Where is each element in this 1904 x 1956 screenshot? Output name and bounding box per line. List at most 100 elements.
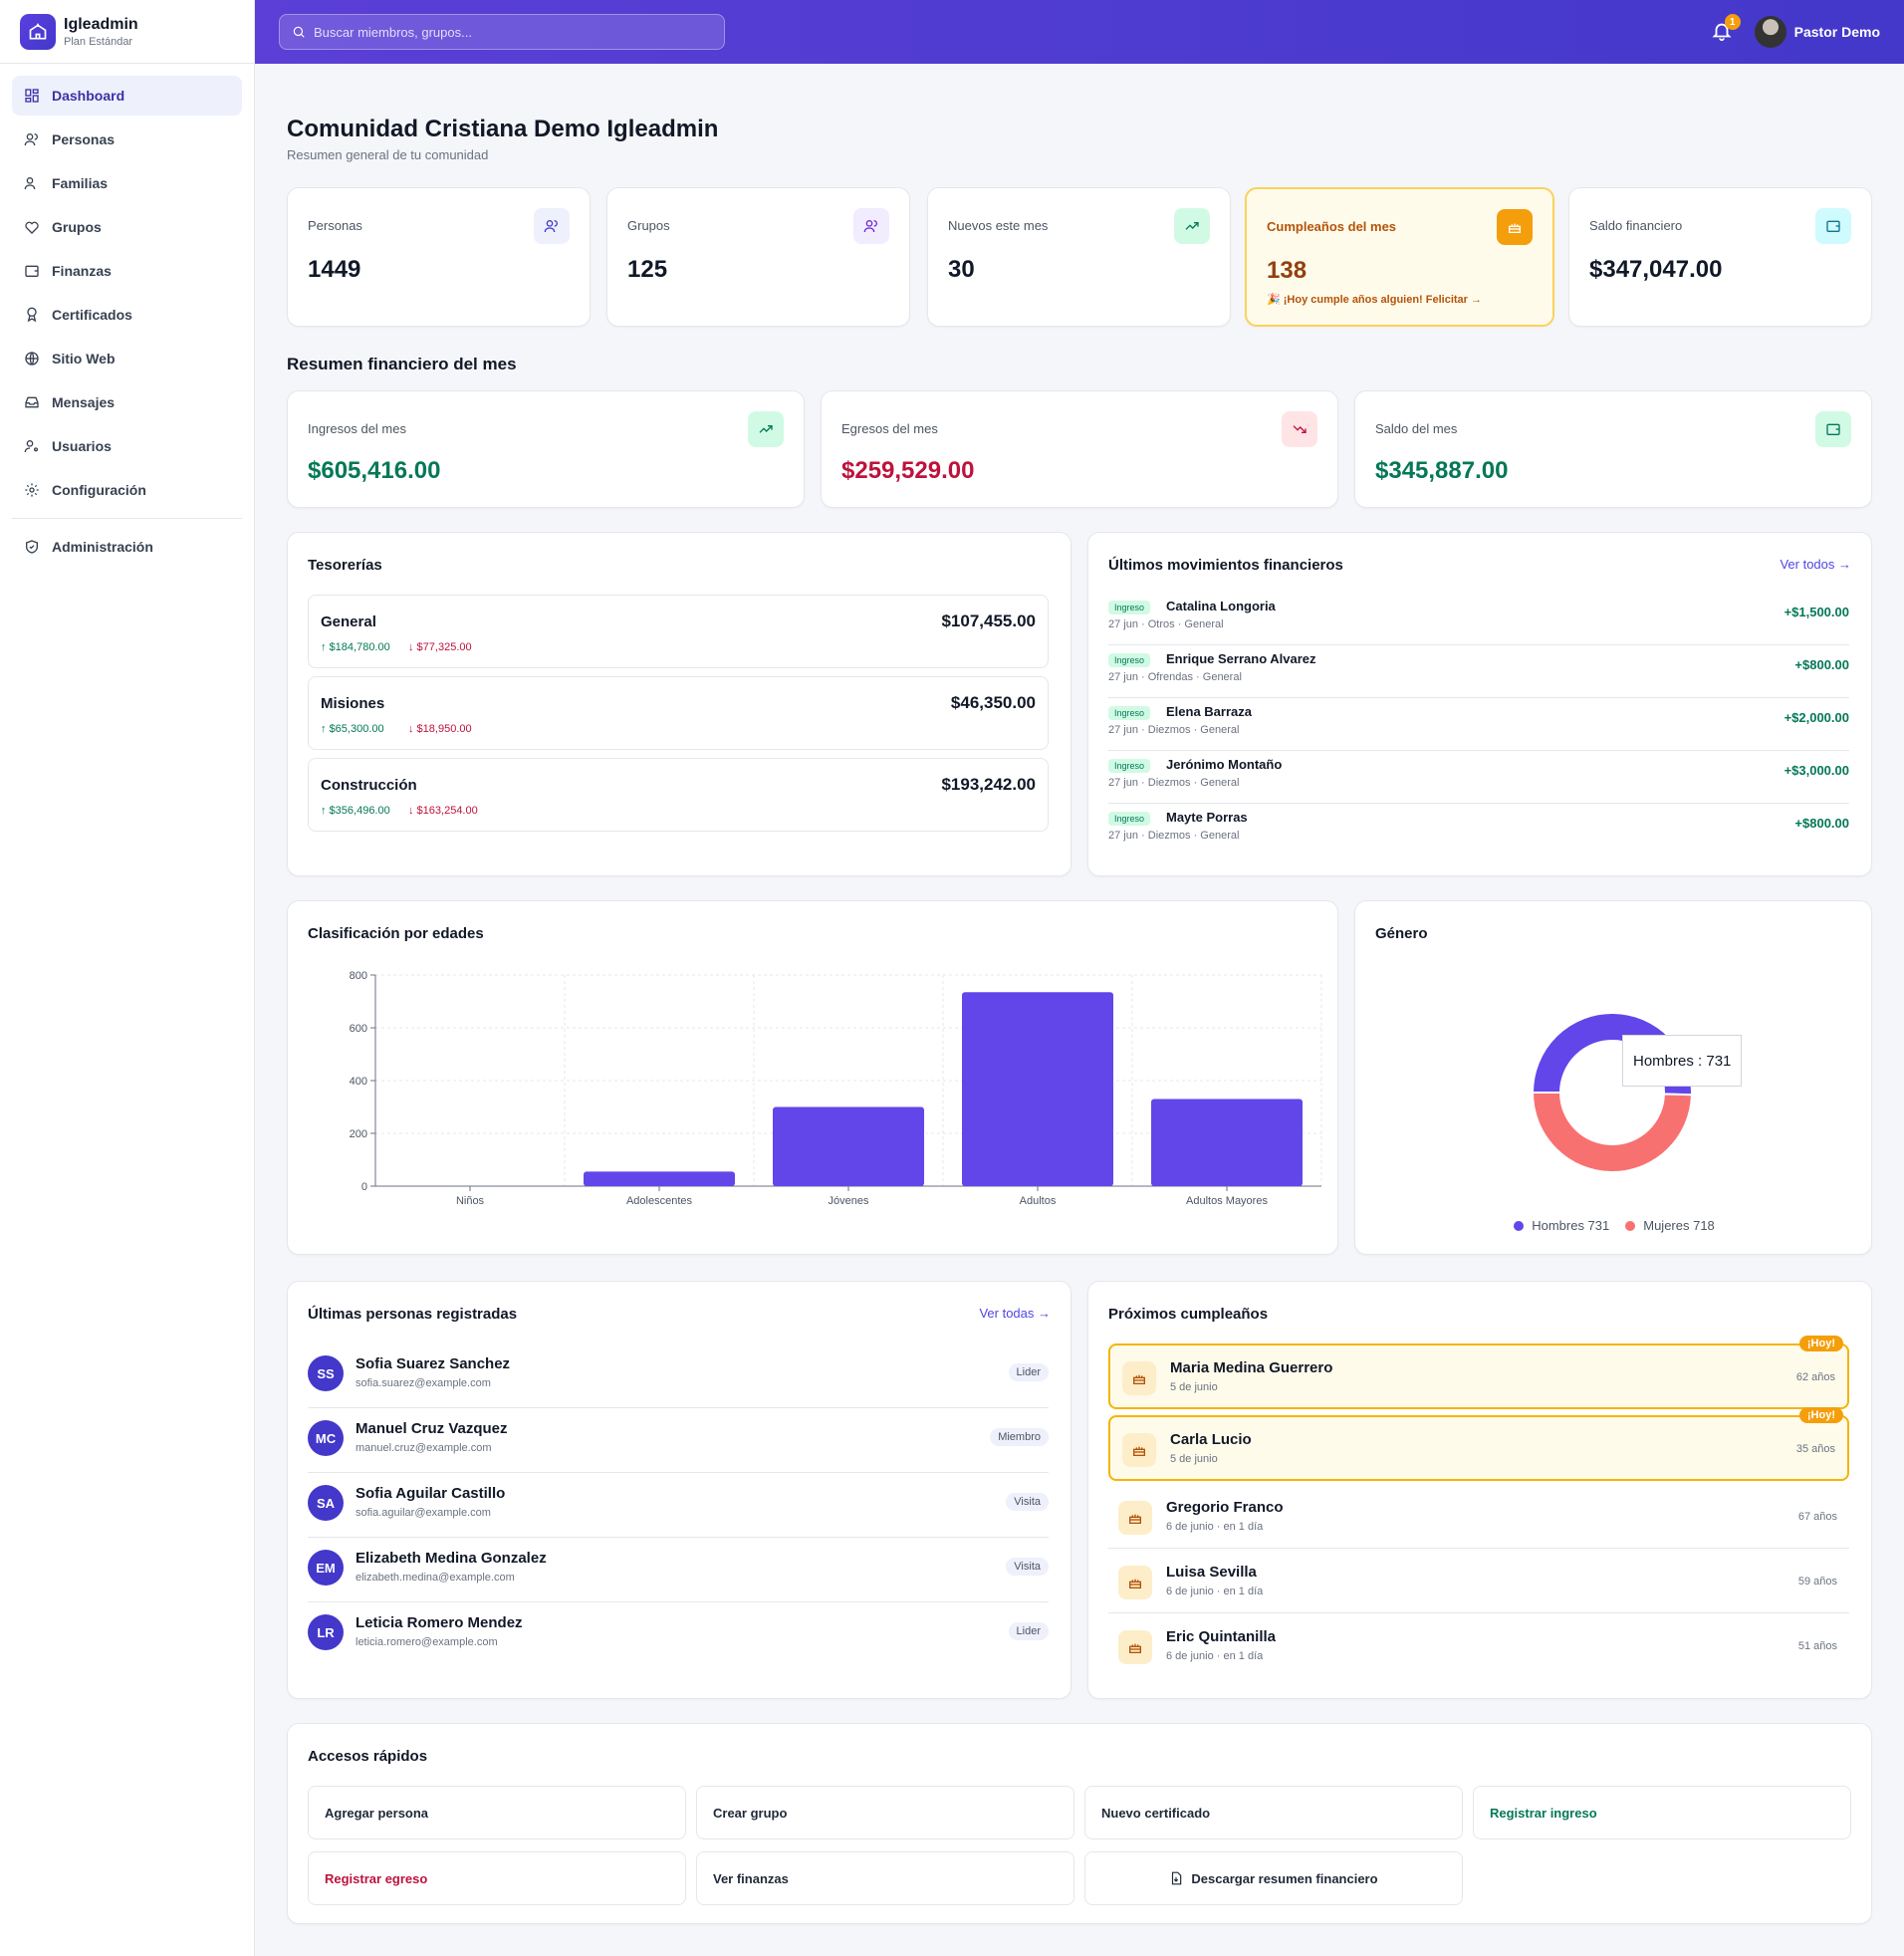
- avatar: MC: [308, 1420, 344, 1456]
- stat-card-nuevos[interactable]: Nuevos este mes 30: [927, 187, 1231, 327]
- sidebar-item-label: Usuarios: [52, 438, 112, 454]
- bar-3[interactable]: [962, 992, 1113, 1186]
- bar-2[interactable]: [773, 1106, 924, 1187]
- sidebar-item-sitio-web[interactable]: Sitio Web: [12, 339, 242, 378]
- birthday-row[interactable]: Eric Quintanilla 6 de junio · en 1 día 5…: [1108, 1614, 1849, 1678]
- trending-up-icon: [748, 411, 784, 447]
- movement-meta: 27 jun · Ofrendas · General: [1108, 671, 1242, 683]
- person-row[interactable]: MC Manuel Cruz Vazquez manuel.cruz@examp…: [308, 1408, 1049, 1473]
- wallet-icon: [25, 265, 39, 277]
- sidebar-item-administracion[interactable]: Administración: [12, 527, 242, 567]
- register-expense-button[interactable]: Registrar egreso: [308, 1851, 686, 1905]
- sidebar-item-certificados[interactable]: Certificados: [12, 295, 242, 335]
- create-group-button[interactable]: Crear grupo: [696, 1786, 1074, 1839]
- person-row[interactable]: LR Leticia Romero Mendez leticia.romero@…: [308, 1602, 1049, 1667]
- brand[interactable]: Igleadmin Plan Estándar: [0, 0, 254, 64]
- treasury-row[interactable]: General $107,455.00 ↑ $184,780.00 ↓ $77,…: [308, 595, 1049, 668]
- movement-row[interactable]: Ingreso Jerónimo Montaño 27 jun · Diezmo…: [1108, 751, 1849, 804]
- movement-row[interactable]: Ingreso Elena Barraza 27 jun · Diezmos ·…: [1108, 698, 1849, 751]
- stat-label: Cumpleaños del mes: [1267, 219, 1397, 234]
- birthday-row[interactable]: ¡Hoy! Carla Lucio 5 de junio 35 años: [1108, 1407, 1849, 1481]
- view-all-movements-link[interactable]: Ver todos →: [1780, 557, 1851, 572]
- bar-1[interactable]: [584, 1171, 735, 1186]
- income-card[interactable]: Ingresos del mes $605,416.00: [287, 390, 805, 508]
- person-row[interactable]: SS Sofia Suarez Sanchez sofia.suarez@exa…: [308, 1344, 1049, 1408]
- treasury-row[interactable]: Construcción $193,242.00 ↑ $356,496.00 ↓…: [308, 758, 1049, 832]
- gear-icon: [25, 483, 39, 497]
- chart-legend: Hombres 731 Mujeres 718: [1355, 1218, 1873, 1233]
- sidebar-item-personas[interactable]: Personas: [12, 120, 242, 159]
- movement-row[interactable]: Ingreso Enrique Serrano Alvarez 27 jun ·…: [1108, 645, 1849, 698]
- view-finances-button[interactable]: Ver finanzas: [696, 1851, 1074, 1905]
- family-icon: [24, 177, 36, 190]
- search-box[interactable]: [279, 14, 725, 50]
- sidebar-item-grupos[interactable]: Grupos: [12, 207, 242, 247]
- stat-card-cumpleanos[interactable]: Cumpleaños del mes 138 🎉 ¡Hoy cumple año…: [1245, 187, 1554, 327]
- dashboard-icon: [25, 89, 39, 103]
- cake-icon: [1118, 1630, 1152, 1664]
- legend-item-hombres[interactable]: Hombres 731: [1514, 1218, 1609, 1233]
- stat-label: Saldo del mes: [1375, 421, 1458, 436]
- legend-item-mujeres[interactable]: Mujeres 718: [1625, 1218, 1715, 1233]
- birthday-row[interactable]: Luisa Sevilla 6 de junio · en 1 día 59 a…: [1108, 1550, 1849, 1613]
- cake-icon: [1122, 1361, 1156, 1395]
- expense-card[interactable]: Egresos del mes $259,529.00: [821, 390, 1338, 508]
- button-label: Ver finanzas: [713, 1870, 789, 1886]
- sidebar-item-dashboard[interactable]: Dashboard: [12, 76, 242, 116]
- treasury-name: General: [321, 613, 376, 630]
- sidebar-item-label: Familias: [52, 175, 109, 191]
- person-row[interactable]: SA Sofia Aguilar Castillo sofia.aguilar@…: [308, 1473, 1049, 1538]
- income-badge: Ingreso: [1108, 653, 1151, 667]
- sidebar-item-usuarios[interactable]: Usuarios: [12, 426, 242, 466]
- avatar: LR: [308, 1614, 344, 1650]
- stat-card-personas[interactable]: Personas 1449: [287, 187, 591, 327]
- stat-card-grupos[interactable]: Grupos 125: [606, 187, 910, 327]
- income-badge: Ingreso: [1108, 706, 1151, 720]
- search-input[interactable]: [314, 24, 712, 40]
- sidebar-item-familias[interactable]: Familias: [12, 163, 242, 203]
- birthday-name: Eric Quintanilla: [1166, 1628, 1277, 1645]
- wallet-icon: [1815, 411, 1851, 447]
- movement-meta: 27 jun · Otros · General: [1108, 618, 1224, 630]
- sidebar-item-configuracion[interactable]: Configuración: [12, 470, 242, 510]
- bar-4[interactable]: [1151, 1099, 1303, 1186]
- person-name: Manuel Cruz Vazquez: [356, 1420, 508, 1437]
- notifications-button[interactable]: 1: [1711, 14, 1741, 44]
- button-label: Registrar egreso: [325, 1870, 428, 1886]
- register-income-button[interactable]: Registrar ingreso: [1473, 1786, 1851, 1839]
- sidebar-item-mensajes[interactable]: Mensajes: [12, 382, 242, 422]
- download-summary-button[interactable]: Descargar resumen financiero: [1084, 1851, 1463, 1905]
- chart-title: Género: [1375, 925, 1428, 942]
- person-name: Elizabeth Medina Gonzalez: [356, 1550, 547, 1567]
- treasury-amount: $107,455.00: [941, 611, 1036, 630]
- person-name: Leticia Romero Mendez: [356, 1614, 523, 1631]
- new-certificate-button[interactable]: Nuevo certificado: [1084, 1786, 1463, 1839]
- sidebar-item-label: Sitio Web: [52, 351, 116, 367]
- brand-plan: Plan Estándar: [64, 35, 133, 48]
- cake-icon: [1118, 1501, 1152, 1535]
- movement-amount: +$800.00: [1794, 657, 1849, 672]
- balance-card[interactable]: Saldo del mes $345,887.00: [1354, 390, 1872, 508]
- stat-value: 30: [948, 256, 975, 283]
- treasury-row[interactable]: Misiones $46,350.00 ↑ $65,300.00 ↓ $18,9…: [308, 676, 1049, 750]
- birthday-row[interactable]: ¡Hoy! Maria Medina Guerrero 5 de junio 6…: [1108, 1336, 1849, 1409]
- person-row[interactable]: EM Elizabeth Medina Gonzalez elizabeth.m…: [308, 1538, 1049, 1602]
- sidebar-item-finanzas[interactable]: Finanzas: [12, 251, 242, 291]
- movement-name: Elena Barraza: [1166, 704, 1252, 719]
- page-subtitle: Resumen general de tu comunidad: [287, 147, 489, 162]
- button-label: Agregar persona: [325, 1805, 429, 1821]
- add-person-button[interactable]: Agregar persona: [308, 1786, 686, 1839]
- movement-row[interactable]: Ingreso Catalina Longoria 27 jun · Otros…: [1108, 593, 1849, 645]
- avatar[interactable]: [1754, 16, 1786, 48]
- person-email: sofia.suarez@example.com: [356, 1377, 491, 1389]
- stat-card-saldo[interactable]: Saldo financiero $347,047.00: [1568, 187, 1872, 327]
- birthday-congrats-link[interactable]: 🎉 ¡Hoy cumple años alguien! Felicitar →: [1267, 294, 1483, 306]
- user-name[interactable]: Pastor Demo: [1793, 24, 1880, 40]
- age-chart-card: Clasificación por edades 0 200 400 600 800 Ni…: [287, 900, 1338, 1255]
- shield-icon: [26, 540, 38, 554]
- sidebar-item-label: Dashboard: [52, 88, 125, 104]
- view-all-people-link[interactable]: Ver todas →: [979, 1306, 1051, 1321]
- slice-mujeres[interactable]: [1531, 1092, 1693, 1173]
- movement-row[interactable]: Ingreso Mayte Porras 27 jun · Diezmos · …: [1108, 804, 1849, 856]
- birthday-row[interactable]: Gregorio Franco 6 de junio · en 1 día 67…: [1108, 1485, 1849, 1549]
